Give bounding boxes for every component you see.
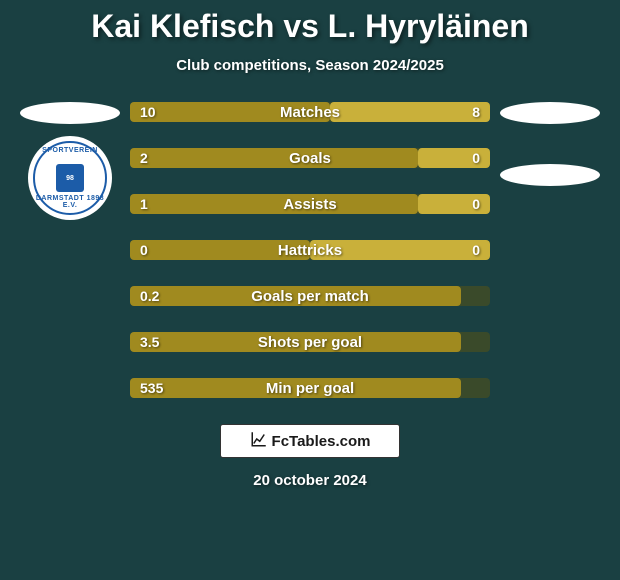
stat-bar-left	[130, 286, 461, 306]
left-player-col: SPORTVEREIN 98 DARMSTADT 1898 E.V.	[20, 102, 120, 220]
stat-value-left: 535	[140, 378, 163, 398]
stat-row: 535Min per goal	[130, 378, 490, 398]
club-logo-top-text: SPORTVEREIN	[35, 147, 105, 154]
stat-row: 0.2Goals per match	[130, 286, 490, 306]
stat-bars: 108Matches20Goals10Assists00Hattricks0.2…	[130, 102, 490, 398]
comparison-card: Kai Klefisch vs L. Hyryläinen Club compe…	[0, 0, 620, 580]
stat-value-left: 2	[140, 148, 148, 168]
page-title: Kai Klefisch vs L. Hyryläinen	[91, 8, 529, 45]
player-placeholder-right-2	[500, 164, 600, 186]
right-player-col	[500, 102, 600, 186]
club-logo-left: SPORTVEREIN 98 DARMSTADT 1898 E.V.	[28, 136, 112, 220]
player-placeholder-right-1	[500, 102, 600, 124]
stat-value-left: 1	[140, 194, 148, 214]
date-text: 20 october 2024	[253, 472, 366, 489]
brand-text: FcTables.com	[272, 433, 371, 450]
stat-value-right: 0	[472, 194, 480, 214]
club-logo-bottom-text: DARMSTADT 1898 E.V.	[35, 195, 105, 209]
chart-icon	[250, 430, 268, 453]
stat-bar-left	[130, 148, 418, 168]
stat-row: 20Goals	[130, 148, 490, 168]
stat-row: 10Assists	[130, 194, 490, 214]
stat-value-left: 3.5	[140, 332, 159, 352]
stat-row: 00Hattricks	[130, 240, 490, 260]
stat-value-right: 0	[472, 148, 480, 168]
stat-bar-left	[130, 332, 461, 352]
stat-row: 3.5Shots per goal	[130, 332, 490, 352]
stat-bar-right	[330, 102, 490, 122]
stat-value-right: 0	[472, 240, 480, 260]
club-logo-emblem: 98	[56, 164, 84, 192]
stat-bar-right	[310, 240, 490, 260]
stat-bar-left	[130, 102, 330, 122]
stat-bar-left	[130, 194, 418, 214]
subtitle: Club competitions, Season 2024/2025	[176, 57, 444, 74]
stat-value-left: 0.2	[140, 286, 159, 306]
stat-bar-left	[130, 378, 461, 398]
stat-value-left: 10	[140, 102, 156, 122]
stat-row: 108Matches	[130, 102, 490, 122]
stat-bar-left	[130, 240, 310, 260]
stats-area: SPORTVEREIN 98 DARMSTADT 1898 E.V. 108Ma…	[0, 102, 620, 398]
player-placeholder-left	[20, 102, 120, 124]
stat-value-right: 8	[472, 102, 480, 122]
brand-badge: FcTables.com	[220, 424, 400, 458]
stat-value-left: 0	[140, 240, 148, 260]
